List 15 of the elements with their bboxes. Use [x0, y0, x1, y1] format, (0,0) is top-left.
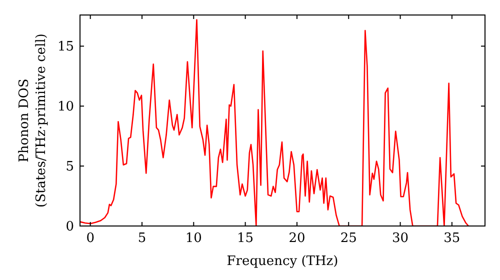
y-tick-label: 5 [66, 160, 74, 175]
y-tick-label: 0 [66, 220, 74, 234]
y-tick-label: 10 [57, 100, 74, 115]
x-tick-label: 15 [237, 231, 254, 246]
x-tick-label: 30 [392, 231, 409, 246]
line-series [80, 19, 470, 226]
x-tick-label: 5 [138, 231, 146, 246]
y-axis-title: Phonon DOS (States/THz·primitive cell) [17, 33, 49, 208]
y-tick-label: 15 [57, 40, 74, 55]
x-tick-label: 20 [288, 231, 306, 246]
x-axis-title: Frequency (THz) [226, 254, 338, 269]
x-tick-label: 25 [340, 231, 357, 246]
x-tick-label: 0 [86, 231, 94, 246]
x-tick-label: 10 [185, 231, 202, 246]
x-tick-label: 35 [444, 231, 460, 246]
